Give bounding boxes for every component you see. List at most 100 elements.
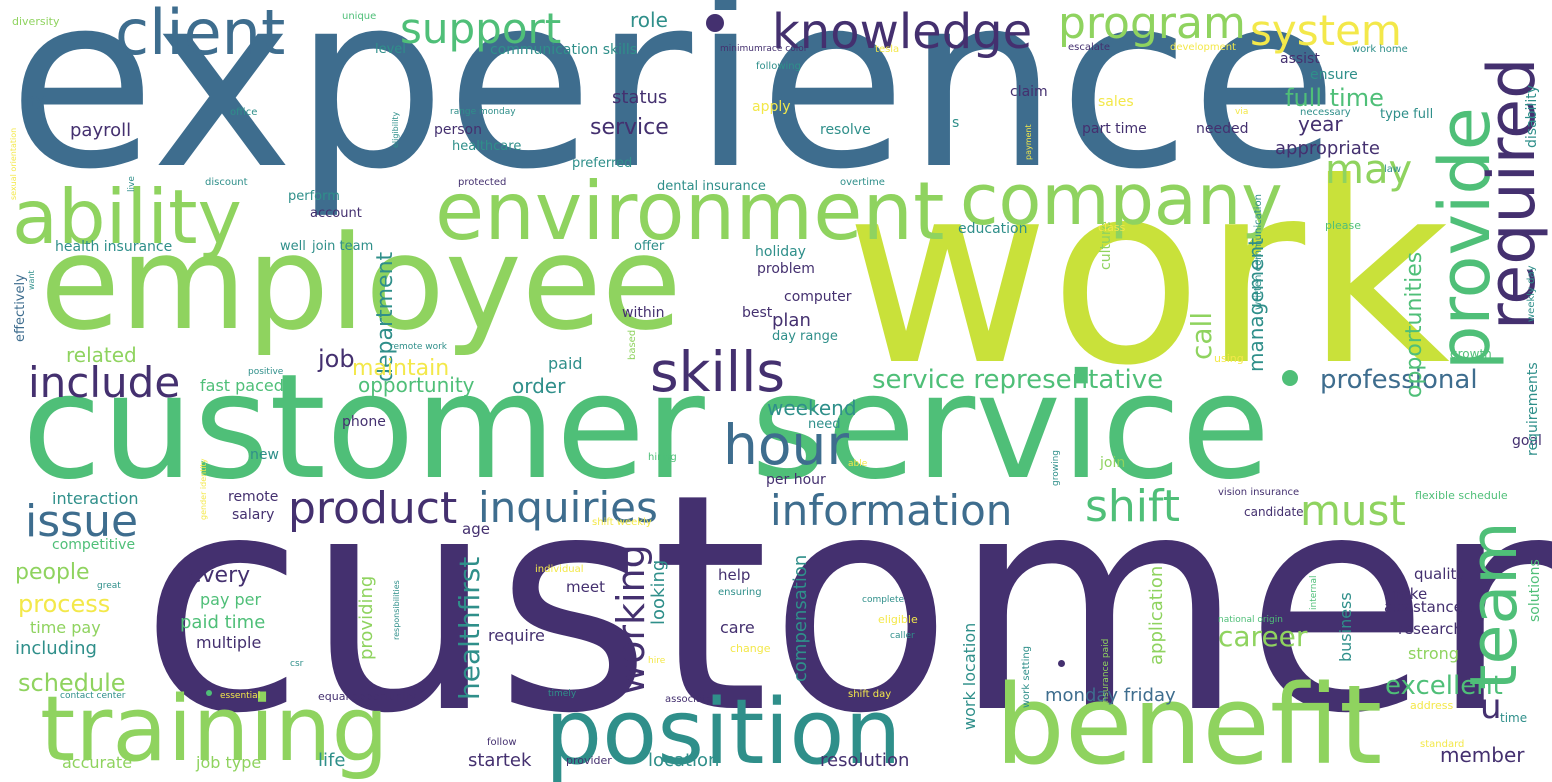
word: paid time [180, 612, 266, 633]
word: startek [468, 750, 532, 771]
word: responsibilities [392, 580, 401, 640]
word: work setting [1021, 645, 1032, 708]
word: eligibility [391, 111, 400, 148]
word: experience [8, 0, 1339, 222]
word: follow [487, 737, 517, 748]
word: resolution [820, 750, 910, 771]
word: role [630, 8, 668, 32]
word: account [310, 206, 362, 221]
word: career [1218, 620, 1308, 653]
word: solutions [1527, 559, 1543, 622]
dot-mark [1282, 370, 1298, 386]
word: please [1325, 219, 1362, 232]
word: problem [757, 261, 815, 277]
word: training [40, 677, 389, 782]
word: class [1098, 221, 1126, 234]
dot-mark [206, 690, 212, 696]
word: ensuring [718, 587, 762, 598]
word: job [318, 345, 355, 373]
word: service [590, 115, 669, 140]
word: sexual orientation [9, 127, 18, 200]
word: flexible schedule [1415, 489, 1508, 502]
word: new [250, 447, 279, 463]
word: u [1480, 687, 1502, 727]
word: csr [290, 659, 304, 669]
word: paid [548, 354, 583, 373]
word: based [627, 329, 638, 360]
word: issue [25, 496, 139, 547]
word: individual [535, 564, 584, 575]
word: provider [566, 754, 612, 767]
word: application [1146, 565, 1167, 665]
word: age [462, 520, 490, 538]
word: insurance paid [1101, 638, 1111, 705]
word: offer [634, 239, 665, 254]
word: maintain [352, 356, 450, 381]
word: part time [1082, 121, 1147, 137]
word: level [375, 42, 406, 57]
word: life [318, 750, 346, 771]
word: ensure [1310, 67, 1358, 83]
word: remote [228, 489, 279, 505]
word: overtime [840, 177, 885, 188]
word: able [848, 459, 868, 469]
word: salary [232, 507, 275, 523]
word: strong [1408, 644, 1459, 663]
word: knowledge [772, 4, 1033, 60]
word: assistance [1384, 598, 1463, 616]
word: ny [24, 90, 47, 111]
word: claim [1010, 84, 1048, 100]
word: time [1500, 711, 1528, 725]
word: live [127, 176, 137, 192]
word: people [15, 560, 90, 585]
word: well [280, 239, 306, 254]
word: change [730, 642, 771, 655]
word: tesla [875, 44, 900, 55]
word: address [1410, 699, 1454, 712]
word: per hour [766, 472, 826, 488]
word: looking [648, 559, 669, 625]
word: working [609, 544, 653, 695]
word: development [1170, 42, 1236, 53]
word: join team [312, 239, 374, 254]
word: s [952, 115, 960, 131]
word: team [1457, 521, 1532, 690]
word: make [1386, 585, 1428, 603]
word: care [720, 618, 755, 637]
word: meet [566, 578, 605, 596]
word: needed [1196, 121, 1249, 137]
word: requirements [1525, 362, 1541, 456]
word: shift day [848, 689, 892, 700]
word: join [1100, 455, 1126, 471]
word: best [742, 305, 773, 321]
word: gender identity [199, 458, 208, 520]
word: via [1235, 107, 1249, 117]
word: quality [1414, 565, 1466, 583]
word: associate [665, 694, 713, 705]
word: growing [1051, 450, 1061, 486]
word: plan [772, 310, 811, 331]
word: full time [1285, 84, 1384, 112]
word: caller [890, 631, 915, 641]
word: shift weekly [592, 517, 652, 528]
word: work location [960, 622, 979, 730]
word: candidate [1244, 505, 1304, 519]
word: accurate [62, 753, 133, 772]
word: member [1440, 743, 1525, 767]
word: multiple [196, 633, 262, 652]
word: work home [1352, 44, 1408, 55]
word: skills [650, 340, 786, 404]
word: essential [220, 691, 261, 701]
word: growth [1450, 347, 1492, 361]
word: support [400, 4, 562, 53]
word: discount [205, 177, 248, 188]
word: company [960, 159, 1283, 241]
word: education [958, 221, 1028, 237]
word: providing [356, 575, 377, 660]
word: escalate [1068, 42, 1110, 53]
word: time pay [30, 618, 101, 637]
word: necessary [1300, 107, 1351, 118]
word: hiring [648, 452, 677, 463]
word: minimumrace color [720, 44, 808, 54]
